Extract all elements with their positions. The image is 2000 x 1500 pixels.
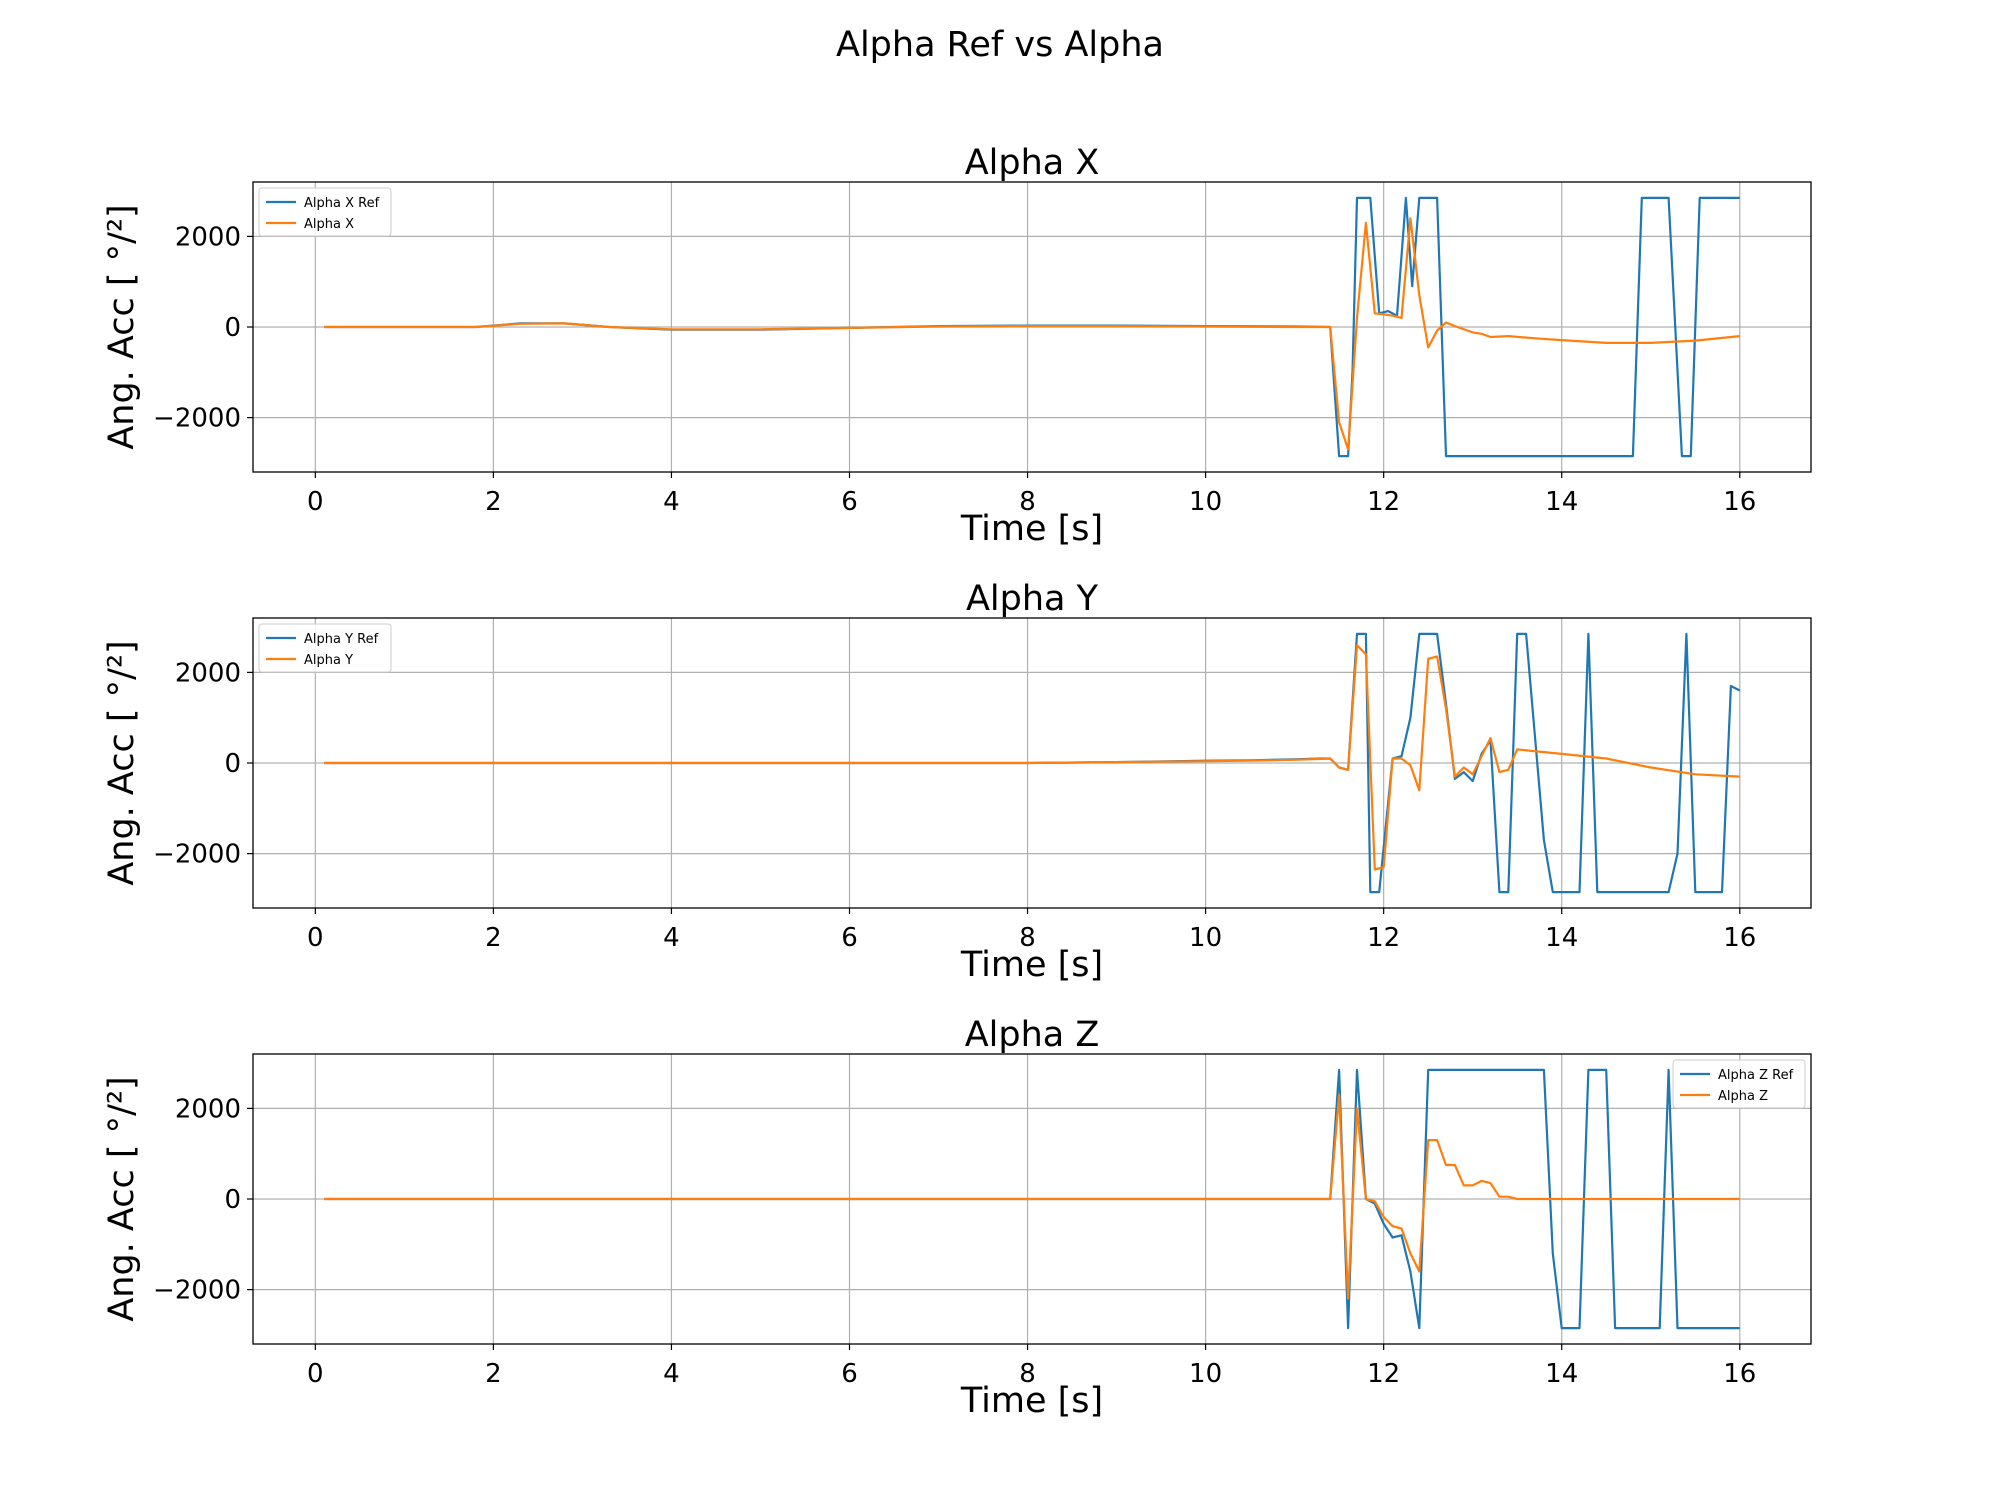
y-tick-label: −2000 [153,404,241,434]
subplot-alpha-x: 0 2 4 6 8 10 12 14 16 −2000 0 2000 Alpha X Time [s] An… [102,143,1812,549]
series-line-alpha-z [324,1093,1740,1300]
series-line-alpha-y [324,644,1740,871]
y-tick-label: 0 [224,1185,241,1215]
x-tick-label: 2 [485,923,502,953]
legend-label: Alpha Y [304,653,353,668]
x-tick-label: 10 [1189,923,1222,953]
x-tick-label: 8 [1019,923,1036,953]
legend-label: Alpha Z Ref [1718,1068,1794,1083]
y-tick-label: −2000 [153,840,241,870]
x-tick-label: 8 [1019,487,1036,517]
x-tick-label: 12 [1367,487,1400,517]
series-line-alpha-z-ref [324,1068,1740,1330]
x-tick-label: 4 [663,1359,680,1389]
subplot-title: Alpha X [965,143,1100,183]
x-tick-label: 0 [307,923,324,953]
x-tick-label: 16 [1723,1359,1756,1389]
x-axis-label: Time [s] [960,1381,1103,1421]
x-tick-label: 8 [1019,1359,1036,1389]
x-tick-label: 6 [841,923,858,953]
legend-label: Alpha Z [1718,1089,1768,1104]
legend-label: Alpha Y Ref [304,632,379,647]
x-tick-label: 4 [663,487,680,517]
x-tick-label: 14 [1545,1359,1578,1389]
legend: Alpha X Ref Alpha X [258,187,392,237]
subplot-title: Alpha Y [966,579,1099,619]
y-axis-label: Ang. Acc [ °/²] [102,204,142,449]
x-tick-label: 4 [663,923,680,953]
series-line-alpha-x [324,217,1740,451]
x-tick-label: 16 [1723,923,1756,953]
y-tick-label: 2000 [175,658,241,688]
y-tick-label: 2000 [175,222,241,252]
x-tick-label: 12 [1367,1359,1400,1389]
legend: Alpha Z Ref Alpha Z [1672,1059,1806,1109]
y-axis-label: Ang. Acc [ °/²] [102,640,142,885]
x-tick-label: 6 [841,1359,858,1389]
x-axis-label: Time [s] [960,945,1103,985]
x-tick-label: 14 [1545,487,1578,517]
legend: Alpha Y Ref Alpha Y [258,623,392,673]
legend-label: Alpha X Ref [304,196,380,211]
figure-suptitle: Alpha Ref vs Alpha [836,25,1164,65]
x-tick-label: 12 [1367,923,1400,953]
y-tick-label: −2000 [153,1276,241,1306]
x-tick-label: 10 [1189,1359,1222,1389]
subplot-alpha-z: 0 2 4 6 8 10 12 14 16 −2000 0 2000 Alpha Z Time [s] An… [102,1015,1812,1421]
x-tick-label: 0 [307,1359,324,1389]
subplot-title: Alpha Z [965,1015,1100,1055]
x-tick-label: 0 [307,487,324,517]
y-axis-label: Ang. Acc [ °/²] [102,1076,142,1321]
legend-label: Alpha X [304,217,354,232]
y-tick-label: 0 [224,749,241,779]
y-tick-label: 0 [224,313,241,343]
x-axis-label: Time [s] [960,509,1103,549]
subplot-alpha-y: 0 2 4 6 8 10 12 14 16 −2000 0 2000 Alpha Y Time [s] An… [102,579,1812,985]
x-tick-label: 10 [1189,487,1222,517]
x-tick-label: 16 [1723,487,1756,517]
x-tick-label: 2 [485,487,502,517]
x-tick-label: 14 [1545,923,1578,953]
x-tick-label: 6 [841,487,858,517]
x-tick-label: 2 [485,1359,502,1389]
y-tick-label: 2000 [175,1094,241,1124]
